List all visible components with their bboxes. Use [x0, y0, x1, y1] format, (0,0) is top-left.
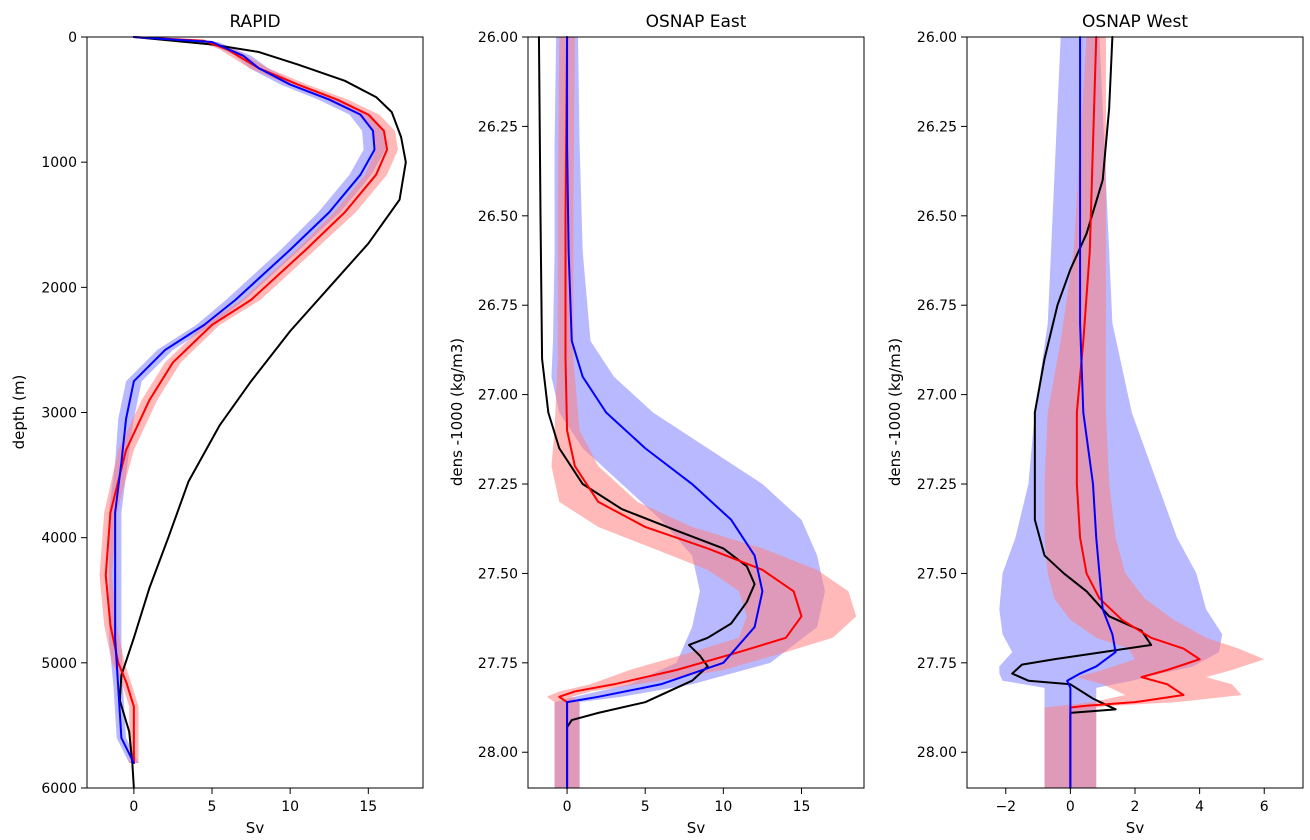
- osnap-east-x-axis-label: Sv: [687, 819, 706, 837]
- rapid-y-tick-label: 1000: [41, 155, 77, 171]
- rapid-x-tick-label: 10: [281, 799, 299, 815]
- osnap-east-y-tick-label: 26.50: [478, 209, 518, 225]
- osnap-west-y-tick-label: 26.75: [917, 298, 957, 314]
- osnap-east-y-tick-label: 26.75: [478, 298, 518, 314]
- rapid-red-line: [104, 36, 389, 764]
- osnap-east-bands: [546, 37, 857, 788]
- osnap-west-plot-frame: [966, 36, 1304, 789]
- osnap-west-x-tick-label: 6: [1260, 799, 1269, 815]
- osnap-west-y-axis-label: dens -1000 (kg/m3): [886, 338, 904, 486]
- osnap-west-black-line: [1011, 36, 1153, 789]
- osnap-west-y-tick-label: 26.00: [917, 30, 957, 46]
- osnap-west-x-tick-label: 2: [1131, 799, 1140, 815]
- osnap-west-y-tick-label: 27.50: [917, 566, 957, 582]
- osnap-east-y-tick-label: 27.75: [478, 656, 518, 672]
- osnap-east-x-tick-label: 0: [563, 799, 572, 815]
- rapid-x-axis-label: Sv: [246, 819, 265, 837]
- osnap-west-blue-band: [999, 37, 1223, 788]
- osnap-west-x-tick-label: −2: [995, 799, 1016, 815]
- rapid-x-tick-label: 5: [208, 799, 217, 815]
- rapid-x-tick-label: 15: [359, 799, 377, 815]
- osnap-east-x-tick-label: 5: [641, 799, 650, 815]
- osnap-east-y-tick-label: 28.00: [478, 745, 518, 761]
- osnap-west-bands: [999, 37, 1265, 788]
- osnap-east-black-line: [537, 36, 756, 789]
- osnap-east-x-tick-label: 10: [714, 799, 732, 815]
- rapid-y-ticks: 0 1000 2000 3000 4000 5000 6000: [41, 30, 87, 797]
- osnap-east-y-tick-label: 27.00: [478, 388, 518, 404]
- osnap-east-y-tick-label: 27.25: [478, 477, 518, 493]
- rapid-y-tick-label: 3000: [41, 406, 77, 422]
- osnap-west-y-tick-label: 26.50: [917, 209, 957, 225]
- osnap-west-y-tick-label: 26.25: [917, 119, 957, 135]
- osnap-east-x-ticks: 0 5 10 15: [563, 788, 811, 815]
- osnap-west-y-tick-label: 27.75: [917, 656, 957, 672]
- osnap-east-y-tick-label: 26.25: [478, 119, 518, 135]
- osnap-west-panel: −2 0 2 4 6 26.00 26.25 26.50 26.75 27.00 27.25 27.…: [886, 12, 1304, 837]
- osnap-east-red-line: [558, 36, 803, 789]
- rapid-plot-frame: [86, 36, 424, 789]
- rapid-x-tick-label: 0: [129, 799, 138, 815]
- osnap-east-blue-line: [566, 36, 764, 789]
- osnap-west-lines: [1011, 36, 1201, 789]
- osnap-west-title: OSNAP West: [1082, 12, 1188, 32]
- rapid-x-ticks: 0 5 10 15: [129, 788, 377, 815]
- osnap-west-y-tick-label: 28.00: [917, 745, 957, 761]
- rapid-blue-band: [108, 37, 386, 763]
- rapid-y-tick-label: 4000: [41, 531, 77, 547]
- osnap-west-x-tick-label: 4: [1195, 799, 1204, 815]
- rapid-y-axis-label: depth (m): [10, 375, 28, 450]
- rapid-lines: [104, 36, 407, 789]
- rapid-y-tick-label: 2000: [41, 280, 77, 296]
- osnap-west-y-ticks: 26.00 26.25 26.50 26.75 27.00 27.25 27.50 27.75…: [917, 30, 967, 761]
- osnap-west-blue-line: [1066, 36, 1117, 789]
- rapid-title: RAPID: [229, 12, 280, 32]
- osnap-east-y-tick-label: 26.00: [478, 30, 518, 46]
- osnap-west-y-tick-label: 27.00: [917, 388, 957, 404]
- osnap-east-panel: 0 5 10 15 26.00 26.25 26.50 26.75 27.00 27.25 27.…: [448, 12, 865, 837]
- rapid-panel: 0 5 10 15 0 1000 2000 3000 4000 5000 6000 RAPID S…: [10, 12, 424, 837]
- rapid-blue-line: [114, 36, 376, 764]
- rapid-y-tick-label: 0: [68, 30, 77, 46]
- osnap-west-x-ticks: −2 0 2 4 6: [995, 788, 1269, 815]
- rapid-y-tick-label: 6000: [41, 781, 77, 797]
- osnap-east-y-ticks: 26.00 26.25 26.50 26.75 27.00 27.25 27.50 27.75…: [478, 30, 528, 761]
- osnap-east-lines: [537, 36, 803, 789]
- osnap-east-plot-frame: [527, 36, 865, 789]
- osnap-east-y-axis-label: dens -1000 (kg/m3): [448, 338, 466, 486]
- osnap-west-x-tick-label: 0: [1066, 799, 1075, 815]
- osnap-west-y-tick-label: 27.25: [917, 477, 957, 493]
- osnap-east-y-tick-label: 27.50: [478, 566, 518, 582]
- rapid-y-tick-label: 5000: [41, 656, 77, 672]
- osnap-east-x-tick-label: 15: [793, 799, 811, 815]
- rapid-black-line: [118, 36, 407, 789]
- osnap-west-red-band: [1044, 37, 1265, 788]
- osnap-west-x-axis-label: Sv: [1126, 819, 1145, 837]
- osnap-east-title: OSNAP East: [646, 12, 747, 32]
- osnap-east-red-band: [546, 37, 857, 788]
